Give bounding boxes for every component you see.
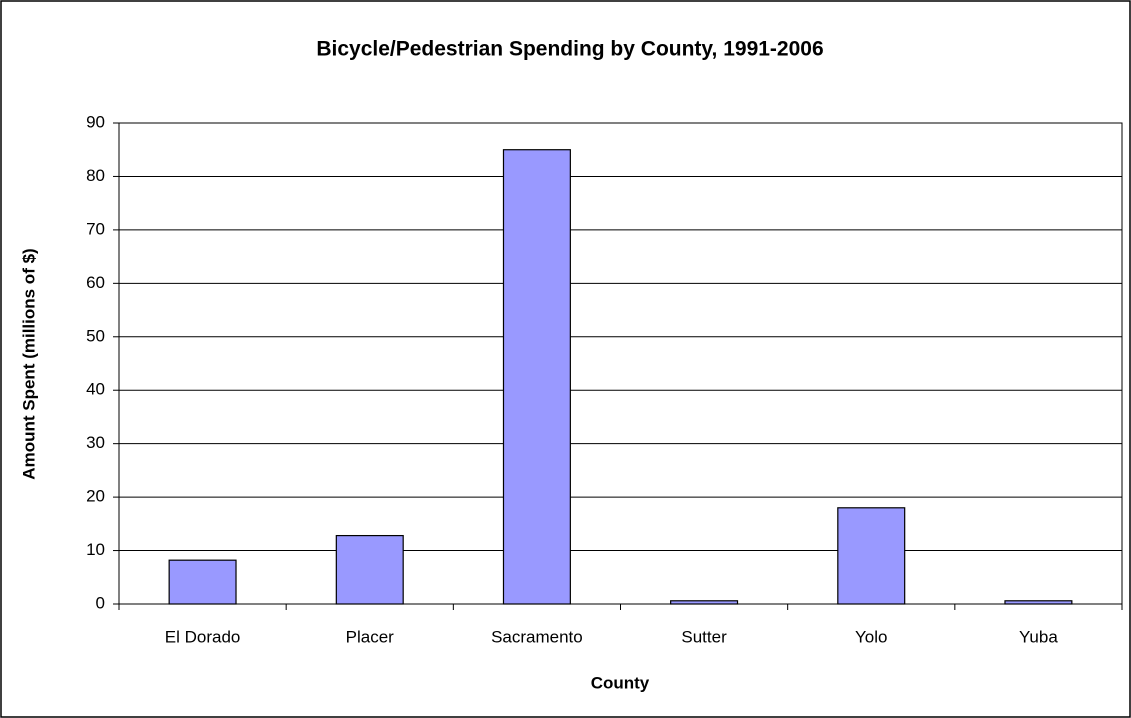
y-tick-label: 20 — [86, 487, 105, 506]
y-tick-label: 80 — [86, 166, 105, 185]
bar — [837, 507, 906, 605]
y-tick-label: 10 — [86, 540, 105, 559]
bar — [168, 559, 237, 605]
chart-title: Bicycle/Pedestrian Spending by County, 1… — [316, 38, 823, 61]
y-tick-label: 30 — [86, 433, 105, 452]
x-tick-label: Sutter — [681, 627, 727, 646]
y-tick-label: 90 — [86, 112, 105, 131]
x-tick-label: Yuba — [1019, 627, 1058, 646]
x-tick-label: Placer — [346, 627, 395, 646]
x-tick-label: Yolo — [855, 627, 887, 646]
y-tick-label: 0 — [96, 593, 105, 612]
y-tick-label: 60 — [86, 273, 105, 292]
bar — [502, 149, 571, 605]
x-tick-label: El Dorado — [165, 627, 241, 646]
bar — [335, 534, 404, 605]
y-axis-label: Amount Spent (millions of $) — [19, 248, 38, 479]
x-axis-label: County — [591, 673, 650, 692]
y-tick-label: 70 — [86, 219, 105, 238]
plot-area — [118, 122, 1123, 605]
y-tick-label: 50 — [86, 326, 105, 345]
y-tick-label: 40 — [86, 380, 105, 399]
x-tick-label: Sacramento — [491, 627, 583, 646]
